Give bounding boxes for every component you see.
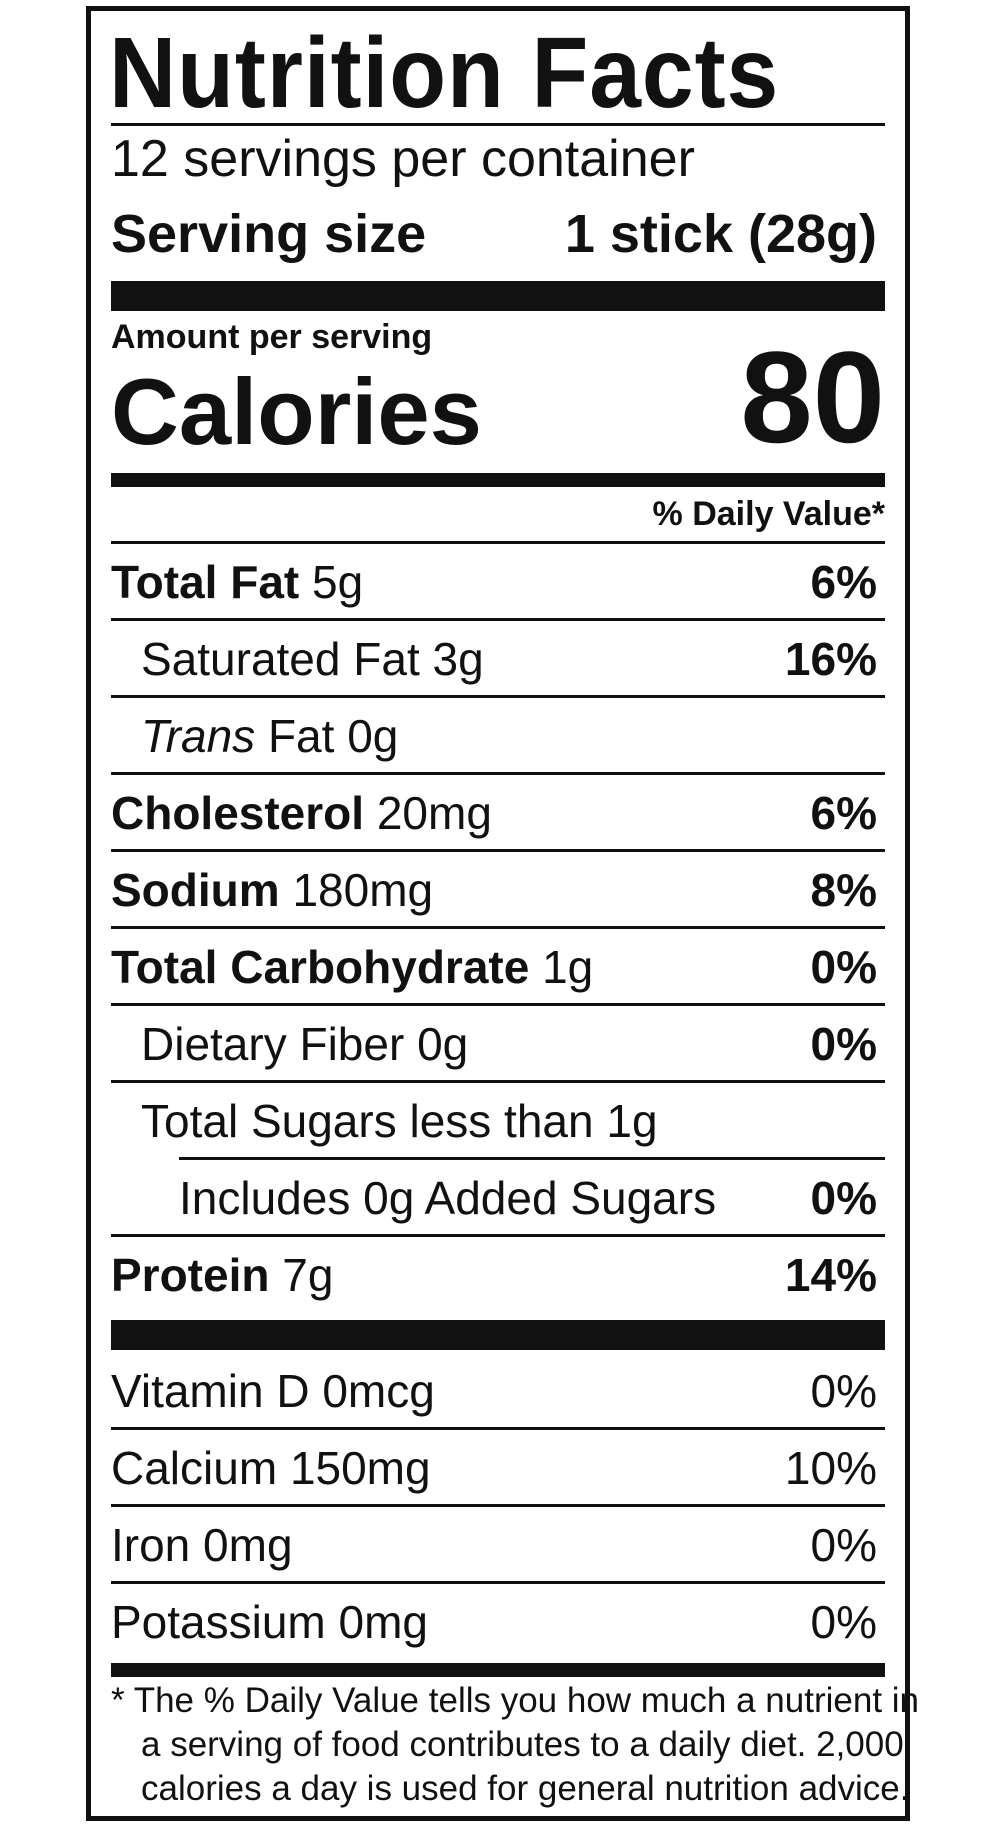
nutrient-label: Total Fat 5g [111,556,364,608]
nutrient-dv: 0% [810,1018,877,1070]
nutrient-dv: 6% [810,787,877,839]
row-divider [111,772,885,775]
daily-value-footnote: * The % Daily Value tells you how much a… [111,1679,920,1811]
thick-divider-top [111,281,885,311]
nutrient-row-added-sugars: Includes 0g Added Sugars 0% [111,1160,885,1237]
nutrition-facts-panel: Nutrition Facts 12 servings per containe… [86,6,920,1821]
row-divider [111,1234,885,1237]
footnote-line: * The % Daily Value tells you how much a… [111,1681,920,1720]
serving-size-value: 1 stick (28g) [564,204,877,264]
nutrient-row-saturated-fat: Saturated Fat 3g 16% [111,621,885,698]
nutrient-dv: 0% [810,1172,877,1224]
serving-size-label: Serving size [111,204,427,264]
row-divider [111,1003,885,1006]
nutrient-dv: 8% [810,864,877,916]
vitamin-row-iron: Iron 0mg 0% [111,1507,885,1584]
vitamin-label: Potassium 0mg [111,1596,429,1648]
nutrient-dv: 6% [810,556,877,608]
nutrient-label: Total Carbohydrate 1g [111,941,594,993]
nutrient-row-total-fat: Total Fat 5g 6% [111,544,885,621]
vitamin-row-vitamin-d: Vitamin D 0mcg 0% [111,1353,885,1430]
title-divider [111,123,885,126]
nutrient-row-protein: Protein 7g 14% [111,1237,885,1314]
row-divider [111,1504,885,1507]
row-divider [111,849,885,852]
nutrition-facts-title: Nutrition Facts [109,17,780,129]
row-divider [111,618,885,621]
nutrient-label: Cholesterol 20mg [111,787,492,839]
daily-value-header: % Daily Value* [652,495,885,533]
amount-per-serving-label: Amount per serving [111,318,433,356]
nutrient-row-dietary-fiber: Dietary Fiber 0g 0% [111,1006,885,1083]
thick-divider-vitamins [111,1320,885,1350]
calories-divider [111,473,885,487]
footnote-divider [111,1663,885,1677]
serving-size-row: Serving size 1 stick (28g) [111,199,885,269]
nutrient-label: Dietary Fiber 0g [141,1018,469,1070]
dv-header-divider [111,541,885,544]
row-divider [111,1581,885,1584]
nutrient-row-cholesterol: Cholesterol 20mg 6% [111,775,885,852]
calories-value: 80 [740,324,885,470]
nutrient-row-total-carbohydrate: Total Carbohydrate 1g 0% [111,929,885,1006]
row-divider [111,926,885,929]
nutrient-label: Sodium 180mg [111,864,434,916]
nutrient-row-total-sugars: Total Sugars less than 1g [111,1083,885,1160]
vitamin-dv: 0% [810,1596,877,1648]
nutrient-label: Trans Fat 0g [141,710,399,762]
nutrient-row-trans-fat: Trans Fat 0g [111,698,885,775]
row-divider [111,695,885,698]
nutrient-label: Total Sugars less than 1g [141,1095,658,1147]
footnote-line: calories a day is used for general nutri… [141,1769,910,1808]
footnote-line: a serving of food contributes to a daily… [141,1725,904,1764]
vitamin-dv: 10% [784,1442,877,1494]
vitamin-dv: 0% [810,1365,877,1417]
row-divider [179,1157,885,1160]
nutrient-dv: 0% [810,941,877,993]
row-divider [111,1080,885,1083]
vitamin-row-calcium: Calcium 150mg 10% [111,1430,885,1507]
calories-label: Calories [111,359,482,464]
nutrient-label: Includes 0g Added Sugars [179,1172,717,1224]
vitamin-row-potassium: Potassium 0mg 0% [111,1584,885,1661]
nutrient-label: Protein 7g [111,1249,334,1301]
servings-per-container: 12 servings per container [111,130,695,188]
nutrient-dv: 16% [784,633,877,685]
vitamin-label: Calcium 150mg [111,1442,431,1494]
vitamin-label: Vitamin D 0mcg [111,1365,435,1417]
vitamin-dv: 0% [810,1519,877,1571]
nutrient-row-sodium: Sodium 180mg 8% [111,852,885,929]
nutrient-dv: 14% [784,1249,877,1301]
nutrition-facts-content: Nutrition Facts 12 servings per containe… [109,11,920,1816]
nutrient-label: Saturated Fat 3g [141,633,484,685]
vitamin-label: Iron 0mg [111,1519,293,1571]
row-divider [111,1427,885,1430]
